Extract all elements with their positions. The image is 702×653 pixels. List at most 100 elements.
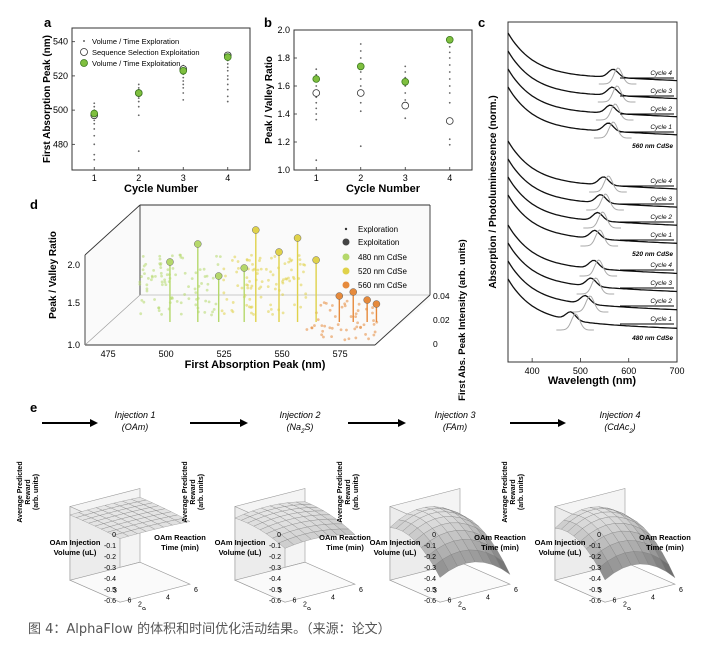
pl-spectrum — [576, 277, 615, 295]
panel-d-ylabel: Peak / Valley Ratio — [48, 231, 59, 319]
exploration-point — [356, 321, 360, 325]
exploration-point — [205, 274, 209, 278]
exploitation-point — [240, 264, 248, 272]
panel-a: a 480 500 520 540 1 2 3 4 Cycle Number First A… — [42, 15, 251, 195]
exploration-point — [319, 303, 323, 307]
vt-exploitation-point — [401, 78, 410, 86]
exploration-point — [226, 78, 229, 81]
legend-a-vt-exploitation: Volume / Time Exploitation — [92, 59, 180, 68]
x-tick-label: 600 — [621, 366, 636, 376]
y-tick-label: 2.0 — [277, 25, 290, 35]
pl-spectrum — [570, 295, 609, 313]
exploration-point — [207, 300, 211, 304]
absorption-spectrum — [507, 158, 678, 208]
panel-c-spectra: Cycle 4 Cycle 3 Cycle 2 Cycle 1 560 nm CdSe C… — [507, 32, 678, 342]
exploration-point — [324, 301, 328, 305]
exploration-point — [264, 267, 268, 271]
x-tick-label: 2 — [358, 173, 363, 183]
exploration-point — [137, 83, 140, 86]
exploitation-point — [363, 296, 371, 304]
exploration-point — [236, 284, 240, 287]
exploration-point — [354, 315, 358, 319]
absorption-spectrum — [507, 86, 678, 136]
exploration-point — [190, 277, 194, 281]
pl-spectrum — [598, 67, 637, 85]
exploration-point — [448, 45, 451, 48]
exploration-point — [222, 312, 226, 316]
panel-c-xlabel: Wavelength (nm) — [548, 375, 637, 387]
exploration-point — [183, 271, 187, 275]
exploration-point — [315, 107, 318, 110]
exploration-point — [179, 301, 183, 305]
z-tick-label: -0.5 — [589, 587, 601, 594]
time-tick-label: 6 — [514, 587, 518, 594]
exploration-point — [448, 85, 451, 87]
exploration-point — [164, 283, 168, 287]
exploration-point — [93, 122, 96, 125]
absorption-spectrum — [507, 194, 678, 244]
flow-arrow-head — [558, 419, 566, 427]
exploration-point — [158, 262, 162, 266]
exploration-point — [281, 311, 285, 315]
exploration-point — [345, 328, 348, 332]
exploration-point — [330, 304, 334, 307]
panel-d-zticks: 0 0.02 0.04 — [433, 291, 450, 349]
panel-b: b 1.0 1.2 1.4 1.6 1.8 2.0 1 2 3 4 Cycle Number P… — [264, 15, 473, 195]
exploration-point — [236, 260, 240, 263]
exploration-point — [273, 287, 277, 291]
exploration-point — [93, 153, 96, 156]
volume-tick-label: 9 — [307, 607, 311, 610]
exploration-point — [372, 333, 376, 337]
exploration-point — [179, 312, 183, 316]
exploration-point — [315, 159, 318, 162]
exploration-point — [182, 80, 185, 82]
exploration-point — [359, 145, 362, 148]
panel-e-arrows — [42, 419, 566, 427]
z-tick-label: -0.1 — [104, 543, 116, 550]
pl-spectrum — [579, 259, 618, 277]
exploration-point — [230, 308, 234, 312]
y-tick-label: 1.4 — [277, 109, 290, 119]
volume-tick-label: 9 — [462, 607, 466, 610]
cycle-label: Cycle 2 — [650, 214, 672, 221]
vt-exploitation-point — [134, 89, 143, 97]
exploration-point — [250, 311, 253, 315]
legend-d-exploration-dot — [344, 227, 348, 231]
panel-e-surfaces: Injection 1 (OAm) 0 -0.1 -0.2 -0.3 -0.4 -0.5 -0.… — [17, 410, 691, 614]
z-tick-label: -0.1 — [269, 543, 281, 550]
exploration-point — [250, 253, 253, 257]
exploration-point — [222, 291, 226, 295]
time-tick-label: 2 — [138, 602, 142, 609]
panel-a-frame — [71, 27, 251, 171]
exploration-point — [316, 318, 320, 322]
exploration-point — [142, 264, 146, 268]
exploration-point — [290, 268, 293, 272]
exploration-point — [284, 277, 288, 281]
exploration-point — [359, 71, 362, 73]
y-tick-label: 1.8 — [277, 53, 290, 63]
exploration-point — [359, 110, 362, 113]
vt-exploitation-point — [223, 53, 232, 61]
exploration-point — [93, 119, 96, 122]
exploration-point — [256, 272, 259, 275]
panel-a-ylabel: First Absorption Peak (nm) — [42, 35, 53, 163]
panel-d-legend: Exploration Exploitation 480 nm CdSe 520… — [342, 225, 407, 290]
exploration-point — [194, 303, 198, 307]
exploration-point — [218, 255, 222, 259]
exploration-point — [138, 280, 142, 284]
panel-d-zlabel: First Abs. Peak Intensity (arb. units) — [457, 239, 468, 401]
exploration-point — [359, 50, 362, 52]
exploration-point — [245, 276, 249, 280]
panel-d-stems — [166, 226, 381, 322]
absorption-spectrum — [507, 260, 678, 311]
exploration-point — [166, 268, 170, 272]
exploration-point — [448, 71, 451, 73]
exploration-point — [364, 333, 367, 336]
exploration-point — [145, 287, 149, 291]
z-axis-label: Average PredictedReward(arb. units) — [502, 461, 525, 522]
exploration-point — [448, 64, 451, 66]
z-tick-label: 0 — [433, 339, 438, 349]
time-tick-label: 6 — [679, 587, 683, 594]
z-tick-label: 0 — [432, 532, 436, 539]
floor — [69, 561, 191, 603]
